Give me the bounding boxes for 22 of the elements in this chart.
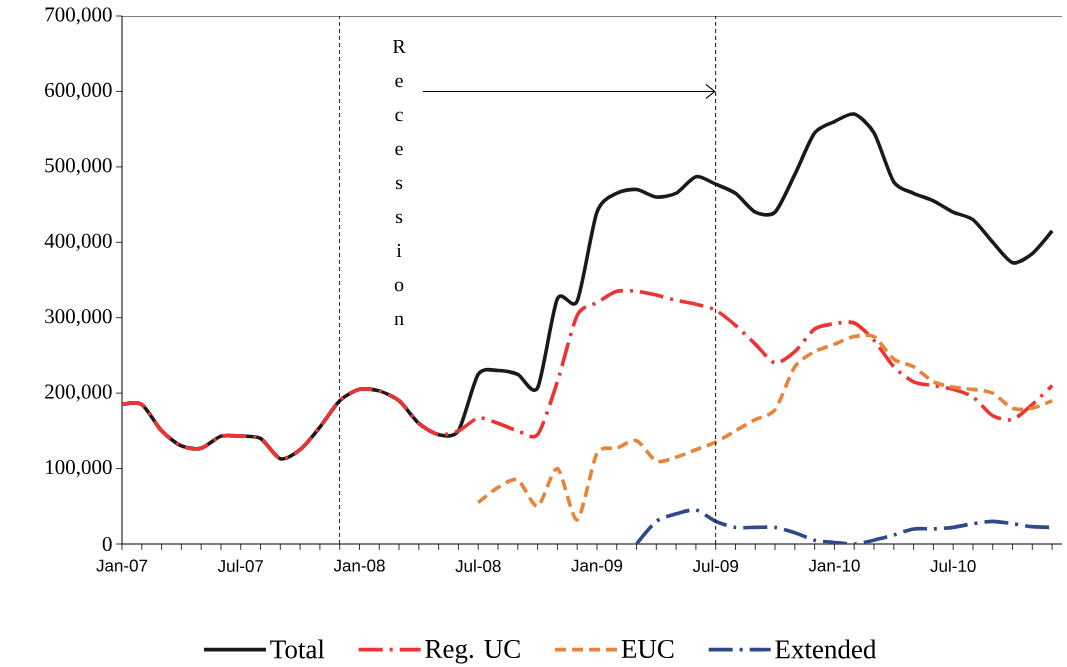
y-tick-label: 200,000 bbox=[45, 384, 112, 402]
y-tick-label: 600,000 bbox=[45, 82, 112, 101]
x-tick-label: Jan-09 bbox=[571, 559, 623, 572]
x-tick-label: Jul-09 bbox=[692, 559, 739, 573]
y-tick-label: 0 bbox=[102, 536, 112, 552]
x-tick-label: Jan-07 bbox=[96, 559, 148, 572]
legend-label: Reg. UC bbox=[425, 639, 520, 664]
x-tick-label: Jan-08 bbox=[333, 559, 385, 572]
x-tick-label: Jan-10 bbox=[808, 559, 860, 572]
legend-label: EUC bbox=[621, 639, 674, 659]
x-tick-label: Jul-10 bbox=[930, 559, 976, 573]
legend-label: Extended bbox=[775, 639, 877, 659]
legend-label: Total bbox=[270, 639, 325, 659]
line-series bbox=[476, 333, 1054, 522]
y-tick-label: 100,000 bbox=[46, 459, 112, 478]
y-tick-label: 500,000 bbox=[45, 158, 112, 176]
y-tick-label: 400,000 bbox=[44, 233, 112, 251]
text: Recession bbox=[392, 39, 406, 326]
y-tick-label: 300,000 bbox=[45, 309, 112, 327]
x-tick-label: Jul-07 bbox=[217, 559, 264, 573]
y-tick-label: 700,000 bbox=[45, 7, 112, 25]
x-tick-label: Jul-08 bbox=[455, 559, 501, 573]
